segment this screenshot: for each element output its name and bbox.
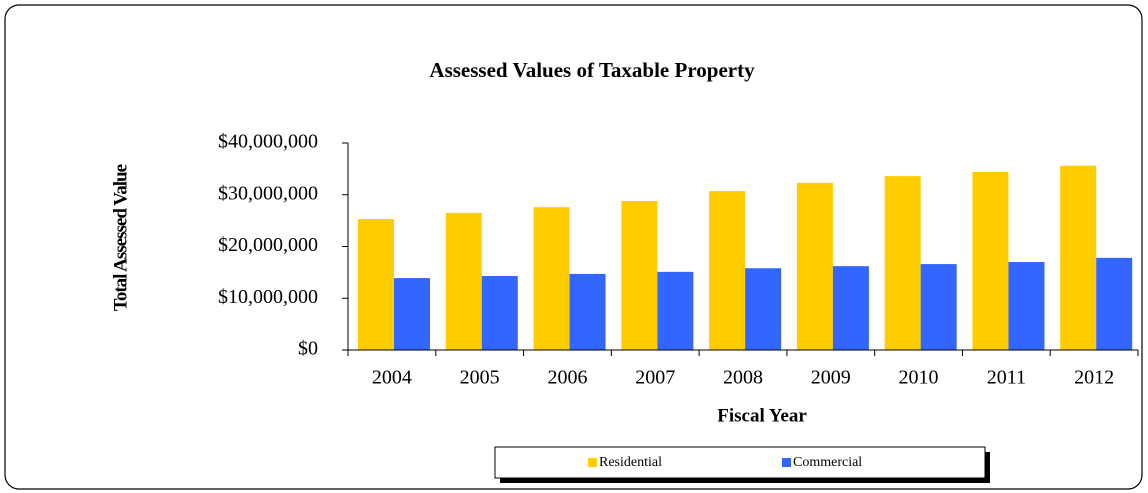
y-tick-label: $30,000,000 <box>218 182 318 204</box>
bar <box>621 200 658 350</box>
bar <box>709 191 746 350</box>
bar <box>972 171 1009 350</box>
x-tick-label: 2010 <box>899 367 939 389</box>
legend-swatch <box>588 458 597 467</box>
bar <box>745 268 782 350</box>
legend-label: Commercial <box>793 455 862 470</box>
bar <box>394 278 430 350</box>
bar <box>796 182 833 350</box>
x-tick-label: 2006 <box>547 367 587 389</box>
x-tick-label: 2007 <box>635 367 675 389</box>
bar <box>533 207 570 350</box>
bar <box>358 219 394 350</box>
x-tick-label: 2008 <box>723 367 763 389</box>
legend-swatch <box>782 458 791 467</box>
bar <box>1096 257 1133 350</box>
legend <box>494 446 986 479</box>
bar <box>1008 262 1045 350</box>
bar <box>481 275 518 350</box>
x-tick-label: 2009 <box>811 367 851 389</box>
bar <box>657 271 694 350</box>
y-tick-label: $40,000,000 <box>218 131 318 153</box>
x-tick-label: 2005 <box>460 367 500 389</box>
bar <box>1060 165 1097 350</box>
frame <box>4 4 1143 490</box>
y-tick-label: $10,000,000 <box>218 286 318 308</box>
bar <box>832 266 869 350</box>
chart-title: Assessed Values of Taxable Property <box>429 58 755 82</box>
x-tick-label: 2011 <box>987 367 1026 389</box>
x-tick-label: 2004 <box>372 367 412 389</box>
bar <box>445 212 482 350</box>
bar <box>884 176 921 350</box>
y-axis-label: Total Assessed Value <box>110 164 131 311</box>
y-tick-label: $0 <box>298 338 318 360</box>
x-tick-label: 2012 <box>1074 367 1114 389</box>
x-axis-label: Fiscal Year <box>717 405 807 426</box>
legend-label: Residential <box>599 455 662 470</box>
bar <box>920 264 957 350</box>
bar <box>569 273 606 350</box>
y-tick-label: $20,000,000 <box>218 234 318 256</box>
